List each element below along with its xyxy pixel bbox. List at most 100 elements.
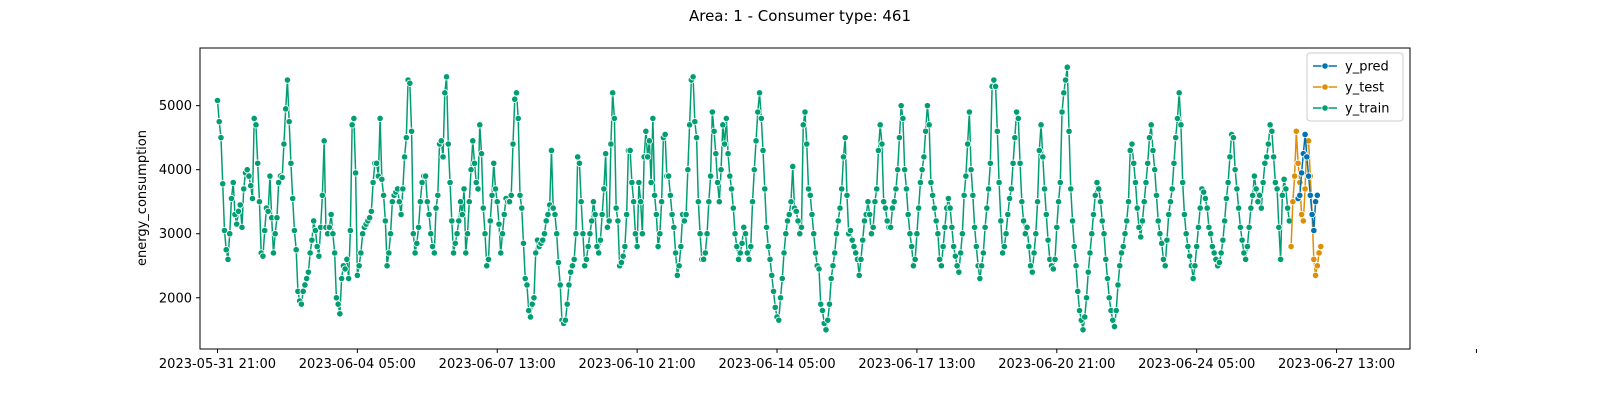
- point-y_train: [894, 166, 902, 174]
- point-y_train: [1284, 204, 1292, 212]
- point-y_train: [902, 185, 911, 193]
- point-y_train: [318, 191, 326, 199]
- legend-swatch-marker: [1321, 83, 1329, 91]
- point-y_train: [481, 230, 489, 238]
- point-y_test: [1299, 217, 1307, 225]
- point-y_train: [733, 242, 741, 251]
- point-y_train: [1098, 217, 1106, 225]
- point-y_train: [261, 226, 269, 235]
- point-y_train: [462, 249, 470, 257]
- point-y_train: [672, 249, 680, 257]
- point-y_train: [783, 217, 792, 225]
- point-y_train: [605, 217, 613, 225]
- point-y_train: [1089, 210, 1098, 219]
- point-y_train: [264, 207, 272, 215]
- point-y_train: [469, 137, 477, 145]
- point-y_train: [1093, 178, 1101, 187]
- point-y_train: [752, 137, 760, 145]
- point-y_train: [460, 185, 468, 193]
- point-y_train: [395, 198, 403, 206]
- point-y_train: [1145, 134, 1154, 142]
- point-y_train: [448, 217, 456, 225]
- point-y_train: [731, 230, 739, 238]
- point-y_train: [308, 236, 316, 244]
- point-y_train: [467, 166, 475, 174]
- point-y_train: [748, 198, 757, 206]
- point-y_train: [1242, 255, 1250, 263]
- point-y_train: [526, 313, 535, 321]
- point-y_train: [848, 236, 856, 244]
- point-y_train: [635, 178, 643, 187]
- point-y_train: [509, 140, 517, 148]
- point-y_train: [841, 134, 849, 142]
- point-y_train: [789, 162, 797, 171]
- point-y_train: [936, 255, 944, 263]
- point-y_train: [575, 159, 584, 167]
- point-y_train: [1229, 134, 1238, 142]
- point-y_train: [266, 172, 274, 180]
- point-y_train: [846, 226, 855, 235]
- point-y_train: [892, 185, 900, 193]
- point-y_train: [434, 191, 442, 199]
- point-y_train: [792, 207, 800, 215]
- point-y_train: [621, 242, 629, 251]
- point-y_train: [769, 287, 778, 295]
- point-y_train: [332, 294, 340, 302]
- point-y_train: [699, 255, 708, 263]
- point-y_train: [703, 230, 711, 238]
- point-y_train: [470, 159, 479, 167]
- point-y_train: [859, 236, 867, 244]
- point-y_train: [451, 239, 459, 247]
- point-y_train: [479, 204, 487, 212]
- series-y_train: [213, 63, 1293, 334]
- point-y_train: [348, 121, 356, 129]
- point-y_train: [705, 198, 713, 206]
- point-y_train: [271, 230, 279, 238]
- point-y_train: [444, 140, 452, 148]
- point-y_train: [584, 242, 592, 251]
- point-y_train: [1163, 236, 1171, 244]
- point-y_train: [682, 210, 690, 219]
- point-y_train: [418, 178, 426, 187]
- point-y_train: [1154, 217, 1162, 225]
- point-y_train: [472, 178, 480, 187]
- point-y_train: [341, 265, 349, 273]
- point-y_train: [220, 226, 229, 235]
- point-y_train: [1005, 194, 1014, 203]
- point-y_train: [252, 121, 260, 129]
- point-y_train: [796, 230, 804, 238]
- point-y_train: [547, 146, 556, 155]
- point-y_test: [1294, 159, 1302, 167]
- point-y_train: [525, 306, 533, 315]
- point-y_train: [1119, 242, 1127, 251]
- point-y_train: [724, 150, 732, 158]
- point-y_train: [519, 239, 528, 247]
- point-y_train: [567, 268, 575, 276]
- x-tick-label: 2023-06-10 21:00: [579, 357, 696, 372]
- point-y_train: [406, 79, 414, 87]
- point-y_train: [463, 230, 472, 238]
- point-y_train: [766, 255, 774, 263]
- point-y_train: [486, 217, 494, 225]
- point-y_train: [507, 191, 515, 199]
- point-y_train: [498, 230, 507, 238]
- point-y_train: [327, 210, 335, 219]
- point-y_train: [240, 185, 248, 193]
- point-y_train: [986, 159, 994, 167]
- point-y_train: [549, 204, 557, 212]
- chart-title: Area: 1 - Consumer type: 461: [689, 7, 911, 25]
- point-y_train: [250, 114, 258, 123]
- point-y_train: [297, 300, 306, 308]
- point-y_train: [511, 95, 519, 103]
- point-y_train: [1026, 262, 1035, 270]
- point-y_train: [932, 217, 940, 225]
- point-y_train: [600, 185, 608, 193]
- point-y_train: [623, 210, 631, 219]
- point-y_train: [866, 210, 874, 219]
- point-y_train: [1179, 178, 1187, 187]
- point-y_train: [799, 121, 807, 129]
- point-y_train: [981, 223, 989, 231]
- point-y_train: [226, 230, 234, 238]
- point-y_train: [1172, 134, 1180, 142]
- point-y_train: [542, 217, 550, 225]
